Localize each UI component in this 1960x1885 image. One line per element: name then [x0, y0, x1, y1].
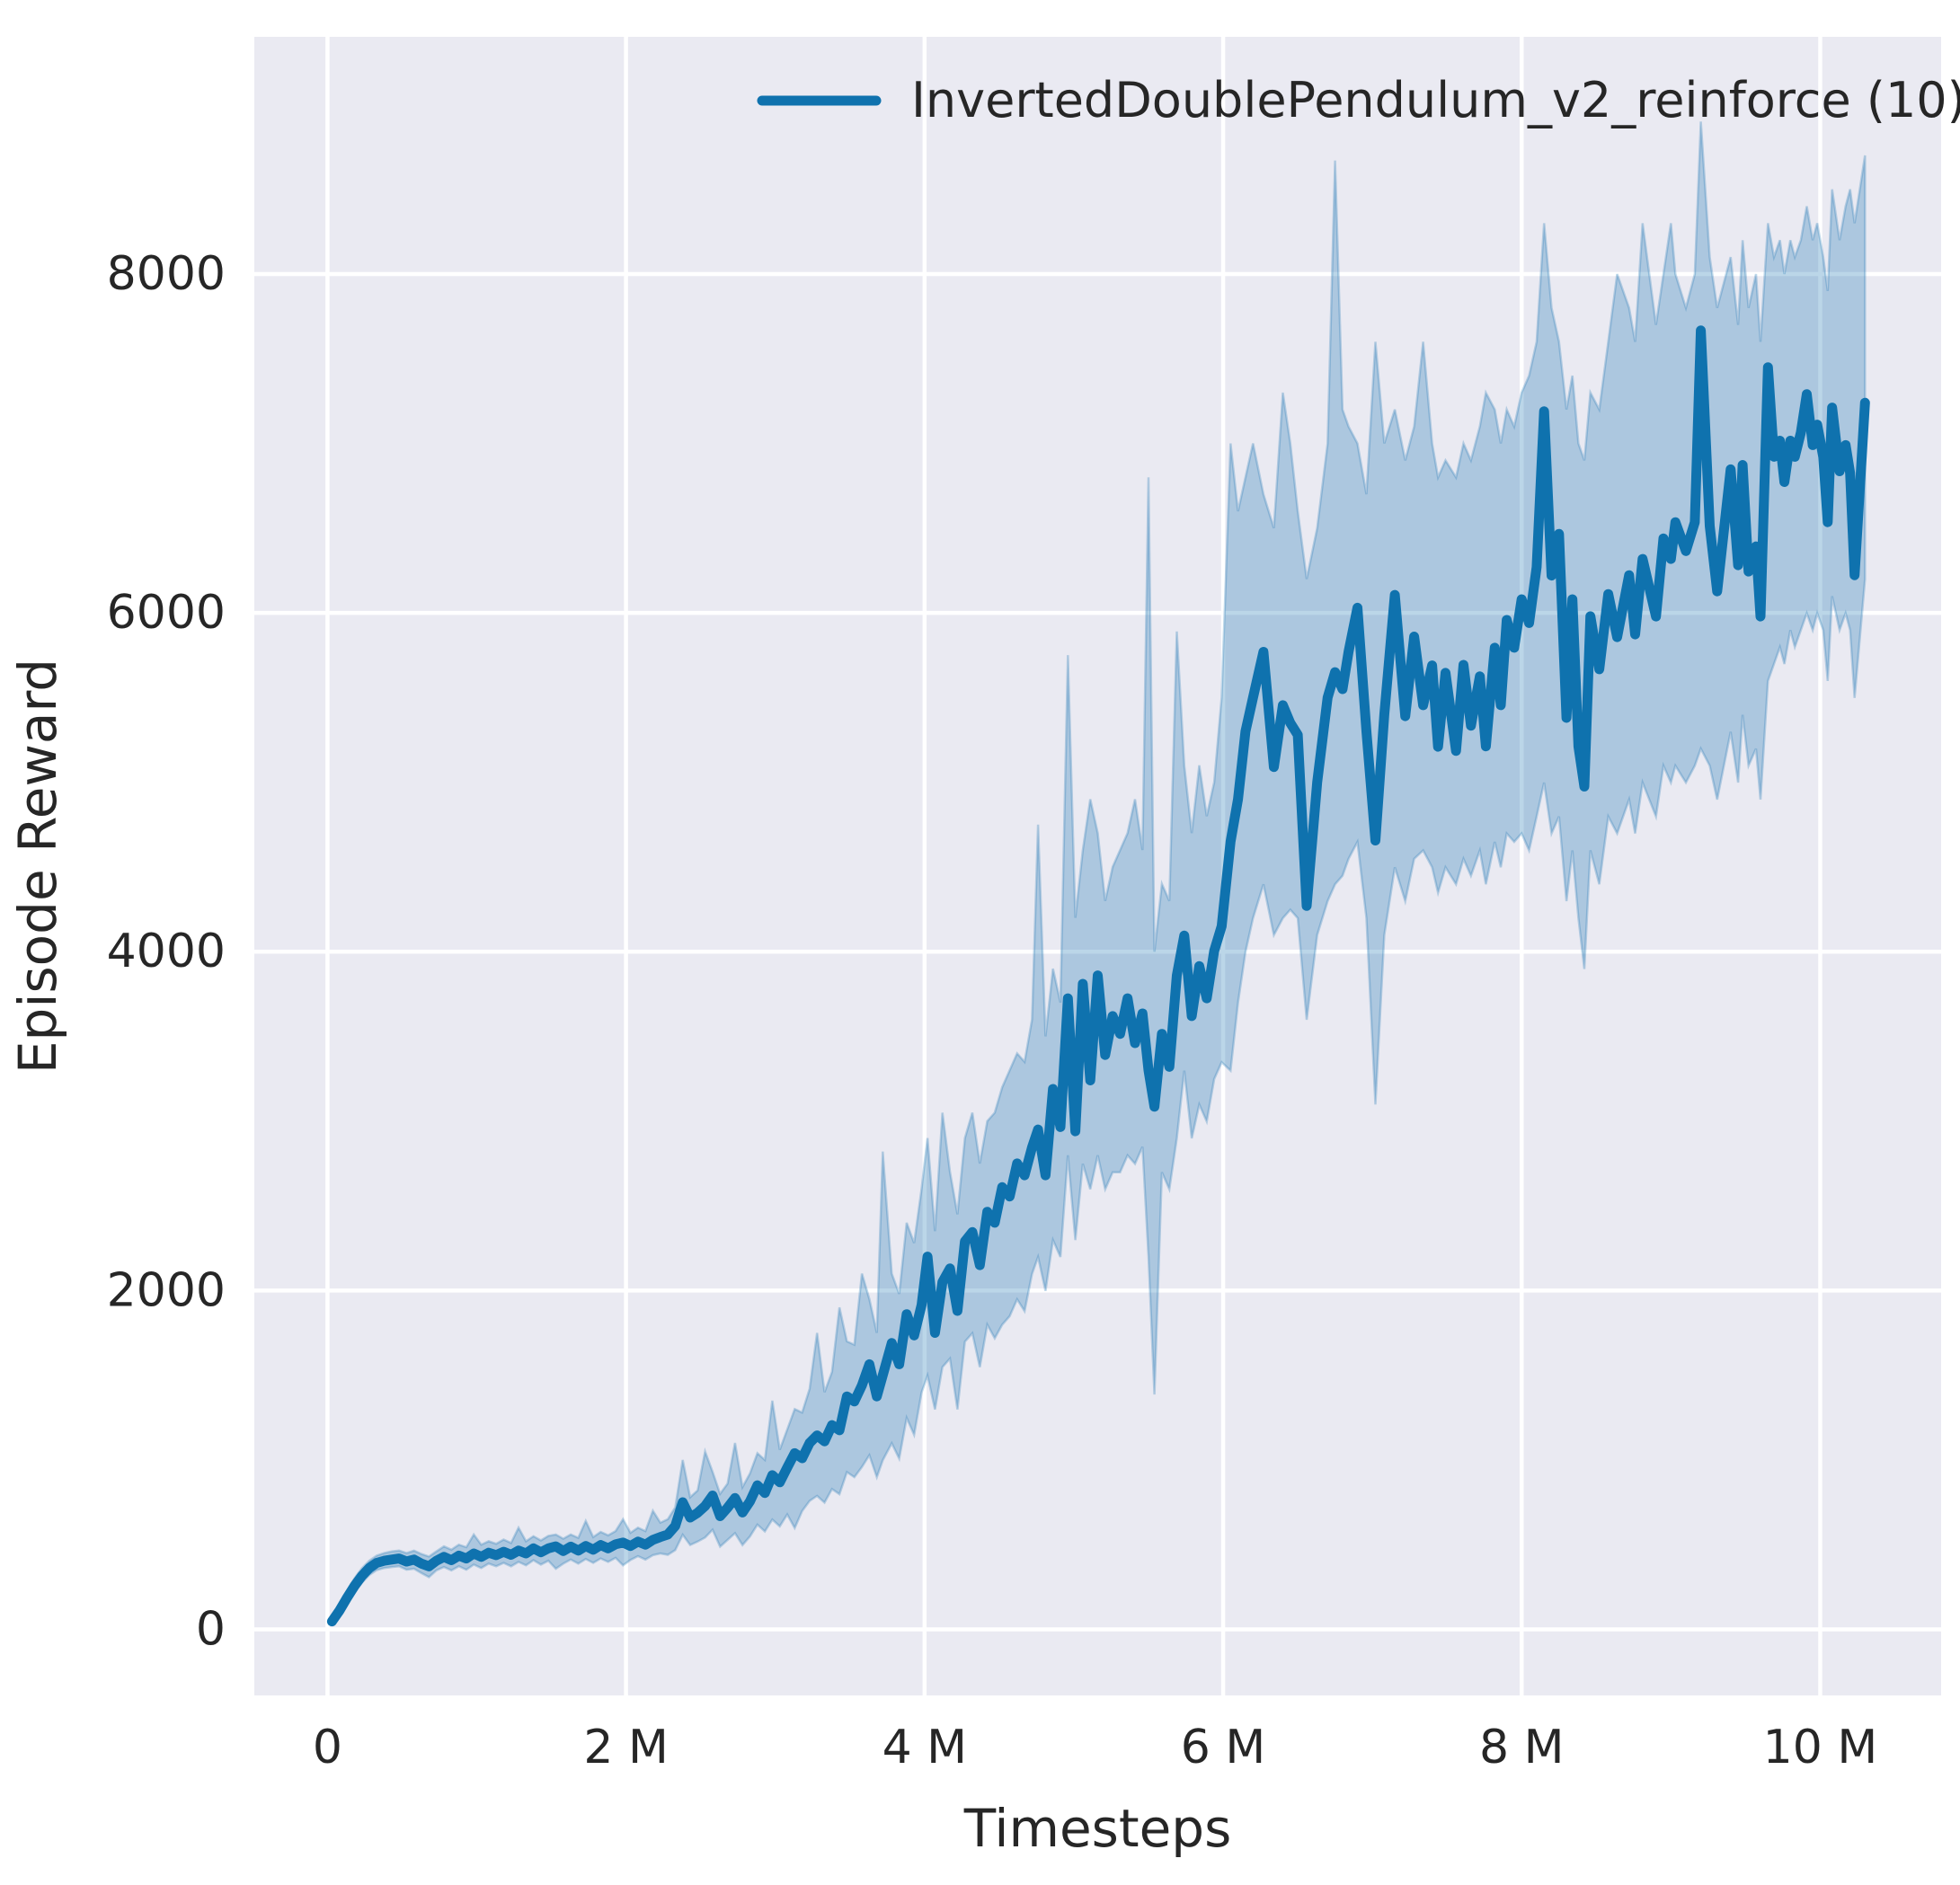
x-tick-label-1: 2 M	[583, 1721, 668, 1774]
y-tick-label-3: 6000	[107, 586, 226, 640]
x-axis-label: Timesteps	[963, 1798, 1232, 1859]
y-axis-label: Episode Reward	[7, 659, 68, 1074]
mean-line	[326, 325, 1870, 1627]
x-tick-label-0: 0	[313, 1721, 342, 1774]
legend-label: InvertedDoublePendulum_v2_reinforce (10)	[911, 72, 1960, 128]
y-tick-label-1: 2000	[107, 1263, 226, 1317]
confidence-band	[331, 121, 1867, 1627]
y-tick-label-4: 8000	[107, 247, 226, 301]
x-tick-label-3: 6 M	[1181, 1721, 1265, 1774]
x-tick-label-2: 4 M	[882, 1721, 967, 1774]
x-tick-label-5: 10 M	[1763, 1721, 1878, 1774]
y-tick-label-0: 0	[196, 1602, 226, 1656]
x-tick-label-4: 8 M	[1479, 1721, 1564, 1774]
plot-background	[254, 37, 1941, 1695]
y-tick-label-2: 4000	[107, 925, 226, 978]
legend: InvertedDoublePendulum_v2_reinforce (10)	[757, 72, 1960, 128]
